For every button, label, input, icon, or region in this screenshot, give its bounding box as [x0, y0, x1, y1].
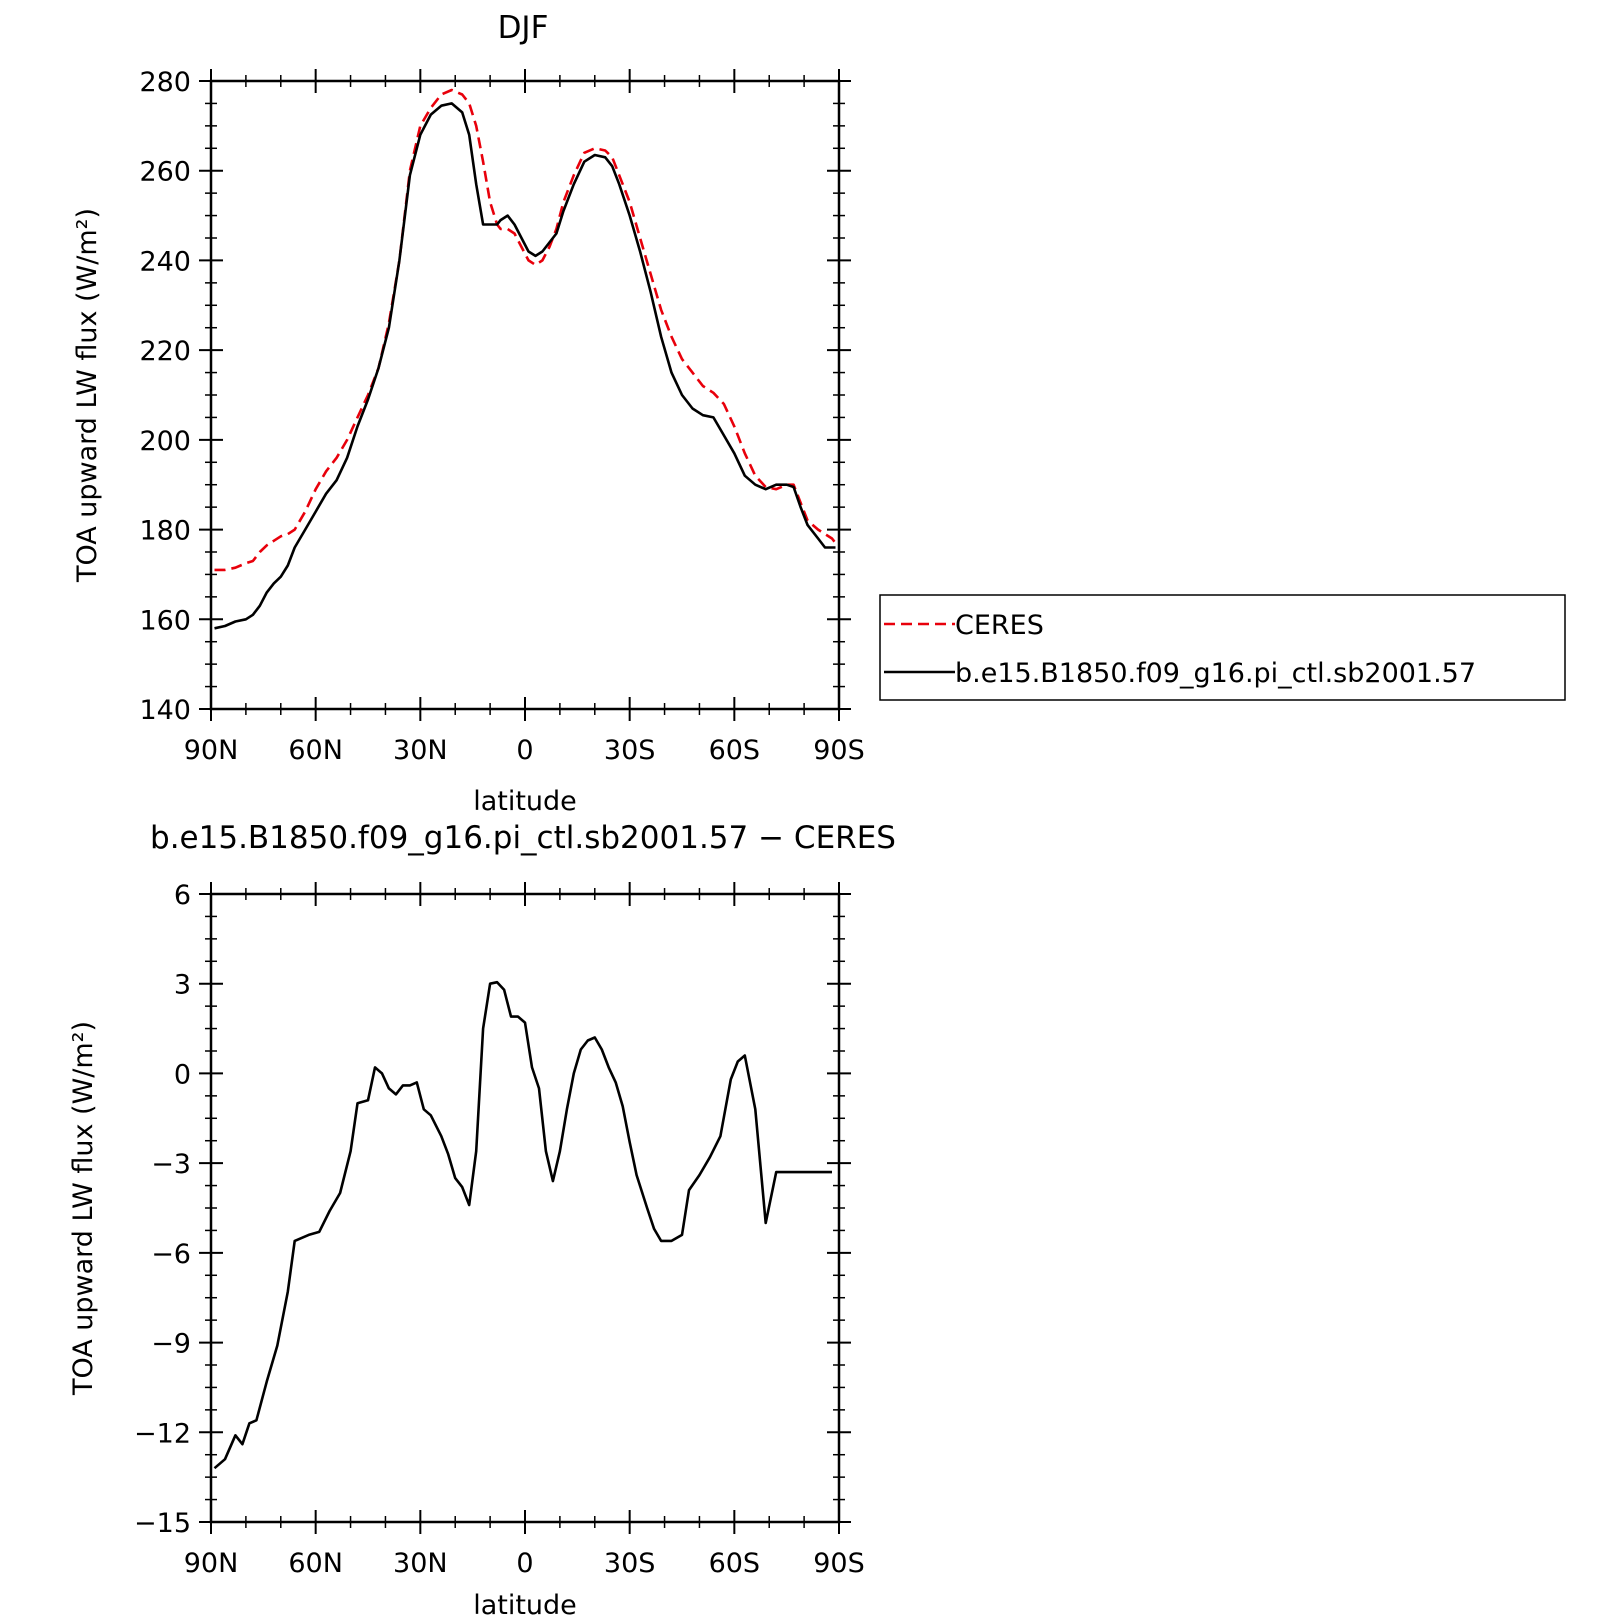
bottom-series-layer [213, 980, 832, 1470]
top-xtick-label: 30N [393, 735, 448, 766]
bottom-ytick-label: −15 [134, 1508, 191, 1539]
top-panel: DJF 140 160 180 200 220 240 260 280 90N 60N 30N 0 30… [72, 10, 1566, 817]
top-ytick-label: 140 [139, 695, 191, 726]
bottom-ytick-label: −6 [151, 1239, 191, 1270]
bottom-xtick-label: 60N [288, 1548, 343, 1579]
top-axes: 140 160 180 200 220 240 260 280 90N 60N 30N 0 30S 60S… [139, 67, 864, 766]
top-ytick-label: 200 [139, 426, 191, 457]
top-ytick-label: 180 [139, 516, 191, 547]
bottom-y-axis-label: TOA upward LW flux (W/m²) [68, 1021, 99, 1396]
legend-label-model: b.e15.B1850.f09_g16.pi_ctl.sb2001.57 [955, 658, 1476, 689]
bottom-xtick-label: 90N [184, 1548, 239, 1579]
legend: CERES b.e15.B1850.f09_g16.pi_ctl.sb2001.… [879, 594, 1566, 701]
top-xtick-label: 90N [184, 735, 239, 766]
top-x-axis-label: latitude [473, 786, 577, 817]
top-ytick-label: 280 [139, 67, 191, 98]
bottom-xtick-label: 60S [709, 1548, 761, 1579]
bottom-xtick-label: 90S [813, 1548, 865, 1579]
bottom-series-line-0 [213, 980, 832, 1470]
top-ytick-label: 260 [139, 157, 191, 188]
top-xtick-label: 30S [604, 735, 656, 766]
top-ytick-label: 240 [139, 246, 191, 277]
bottom-ytick-label: 3 [174, 970, 191, 1001]
bottom-ytick-label: 6 [174, 880, 191, 911]
bottom-x-axis-label: latitude [473, 1590, 577, 1619]
top-series-line-0 [214, 88, 837, 572]
legend-label-ceres: CERES [955, 610, 1044, 641]
top-series-layer [214, 88, 837, 630]
bottom-xtick-label: 30S [604, 1548, 656, 1579]
top-xtick-label: 90S [813, 735, 865, 766]
bottom-ytick-label: −12 [134, 1418, 191, 1449]
bottom-plot-frame [209, 892, 841, 1524]
top-xtick-label: 0 [516, 735, 533, 766]
bottom-chart-title: b.e15.B1850.f09_g16.pi_ctl.sb2001.57 − C… [150, 820, 896, 856]
bottom-xtick-label: 0 [516, 1548, 533, 1579]
top-series-line-1 [214, 102, 836, 630]
top-chart-title: DJF [498, 10, 549, 46]
bottom-panel: b.e15.B1850.f09_g16.pi_ctl.sb2001.57 − C… [68, 820, 896, 1619]
top-ytick-label: 160 [139, 605, 191, 636]
top-ytick-label: 220 [139, 336, 191, 367]
bottom-ytick-label: −9 [151, 1329, 191, 1360]
top-xtick-label: 60N [288, 735, 343, 766]
top-xtick-label: 60S [709, 735, 761, 766]
bottom-axes: −15 −12 −9 −6 −3 0 3 6 90N 60N 30N 0 30S 60S 90S [134, 880, 865, 1579]
top-y-axis-label: TOA upward LW flux (W/m²) [72, 208, 103, 583]
bottom-ytick-label: 0 [174, 1059, 191, 1090]
top-plot-frame [209, 79, 841, 711]
legend-box [879, 594, 1566, 701]
bottom-ytick-label: −3 [151, 1149, 191, 1180]
bottom-xtick-label: 30N [393, 1548, 448, 1579]
